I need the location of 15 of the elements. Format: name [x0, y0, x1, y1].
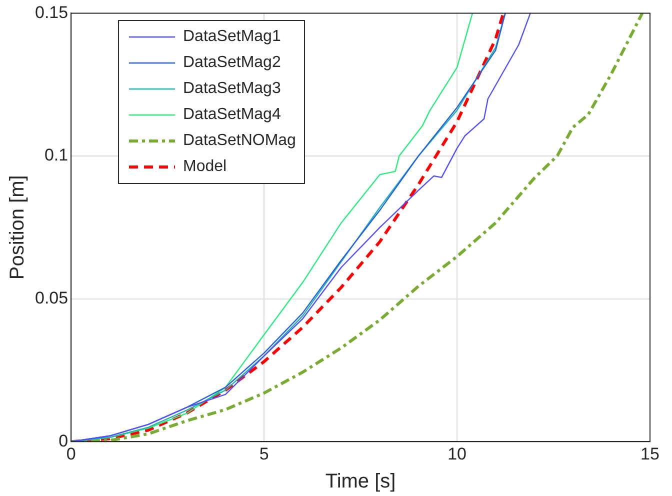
legend-label: DataSetMag3 [183, 80, 281, 98]
y-tick-label: 0.15 [34, 2, 68, 22]
y-tick-label: 0.05 [34, 288, 68, 308]
y-tick-label: 0 [58, 431, 68, 450]
x-tick-label: 10 [448, 444, 466, 464]
legend-label: Model [183, 158, 227, 176]
y-axis-title: Position [m] [6, 175, 29, 280]
legend-label: DataSetNOMag [183, 132, 296, 150]
x-tick-label: 15 [640, 444, 660, 464]
x-tick-label: 5 [259, 444, 269, 464]
legend-label: DataSetMag2 [183, 54, 281, 72]
y-tick-label: 0.1 [44, 146, 68, 165]
legend-label: DataSetMag4 [183, 106, 281, 124]
legend-label: DataSetMag1 [183, 28, 281, 46]
x-axis-title: Time [s] [325, 470, 396, 493]
